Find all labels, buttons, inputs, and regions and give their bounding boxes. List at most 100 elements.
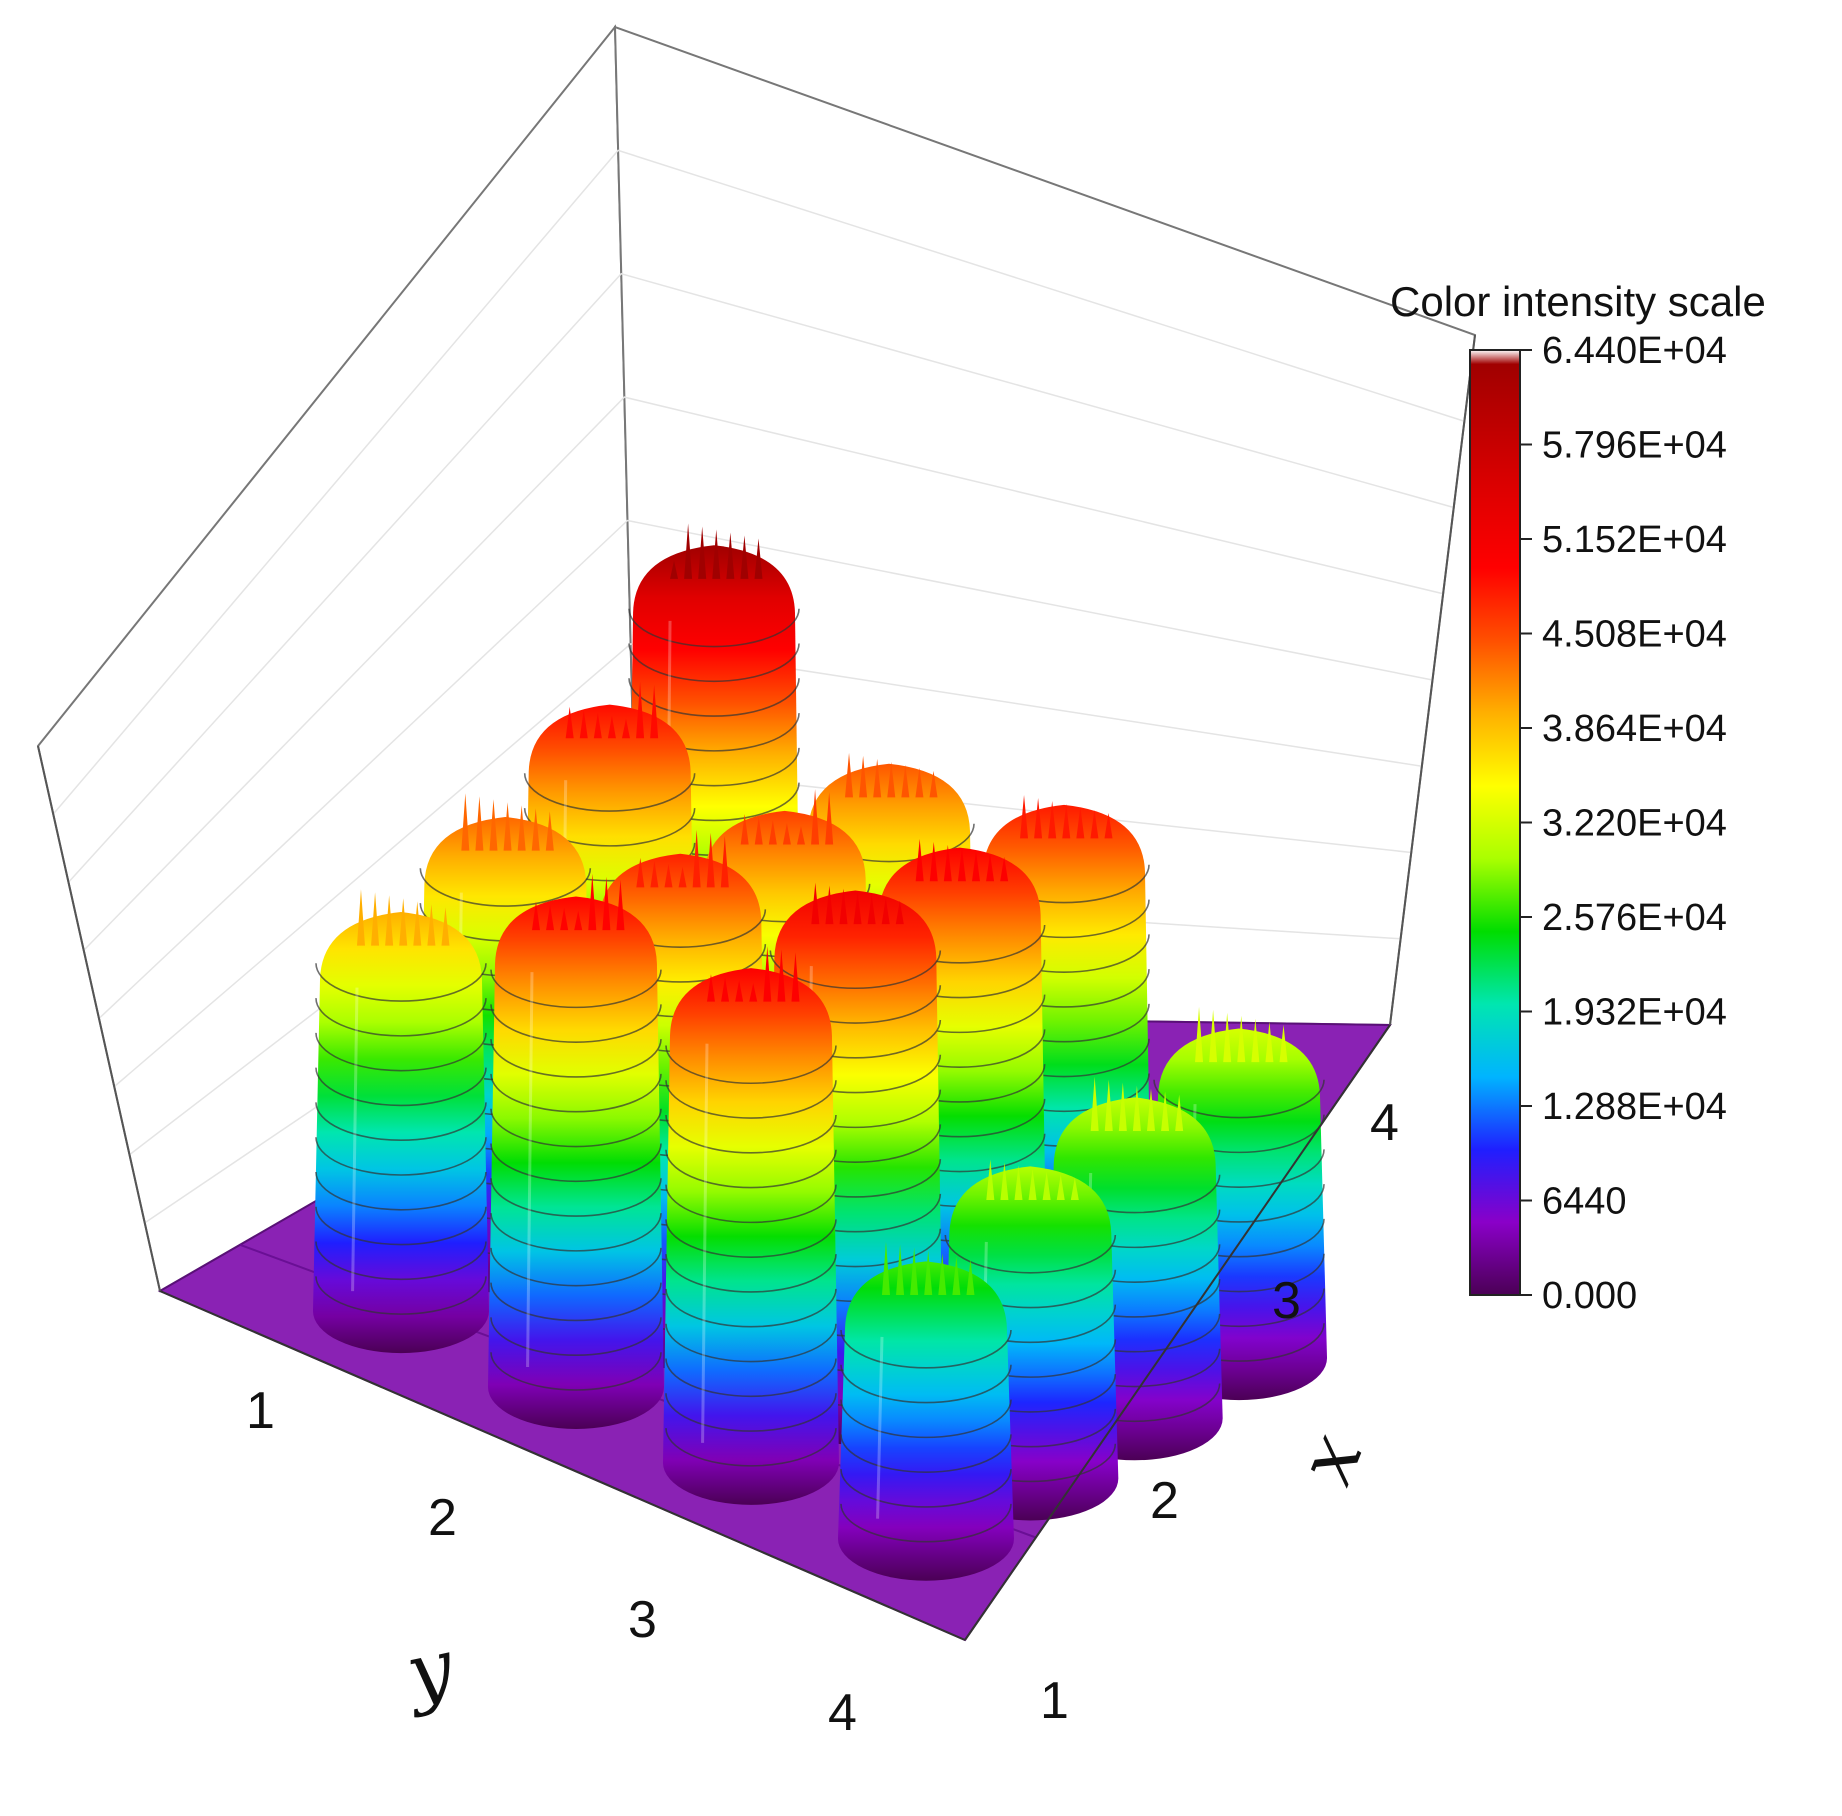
grid-line <box>83 396 1444 951</box>
y-tick-label: 2 <box>428 1489 457 1547</box>
contour-line <box>944 1235 1117 1274</box>
colorbar-title: Color intensity scale <box>1390 278 1766 325</box>
colorbar-tick-label: 1.288E+04 <box>1542 1086 1727 1128</box>
colorbar-tick-label: 1.932E+04 <box>1542 992 1727 1034</box>
grid-line <box>98 519 1433 1020</box>
colorbar-tick-label: 6.440E+04 <box>1542 330 1727 372</box>
colorbar-ticks: 0.000 6440 1.288E+04 1.932E+04 2.576E+04 3.22… <box>1520 330 1727 1317</box>
contour-line <box>315 963 487 1002</box>
contour-line <box>665 1288 837 1328</box>
contour-line <box>840 1469 1012 1508</box>
y-axis-label: y <box>396 1622 462 1720</box>
contour-line <box>315 1137 487 1176</box>
peak-spikes <box>881 1241 975 1295</box>
contour-line <box>628 643 800 683</box>
peaks-layer <box>312 523 1328 1581</box>
x-axis-label: x <box>1281 1422 1381 1497</box>
contour-line <box>490 1143 662 1183</box>
contour-line <box>490 1247 662 1287</box>
peak <box>837 1241 1014 1581</box>
box-front-edge-right <box>964 1024 1391 1641</box>
contour-line <box>665 1080 837 1119</box>
peak-spikes <box>1195 1006 1288 1063</box>
contour-line <box>315 1102 487 1141</box>
contour-line <box>490 1317 662 1356</box>
colorbar-tick-label: 5.152E+04 <box>1542 519 1727 561</box>
contour-line <box>490 969 662 1009</box>
peak-highlight <box>351 987 359 1292</box>
peak-spikes <box>1090 1076 1184 1132</box>
contour-line <box>419 868 592 907</box>
peak-spikes <box>915 838 1009 882</box>
y-tick-label: 3 <box>628 1591 657 1649</box>
contour-line <box>490 1213 662 1252</box>
peak-spikes <box>636 829 729 888</box>
contour-line <box>840 1399 1012 1439</box>
contour-line <box>490 1352 662 1391</box>
peak-spikes <box>740 789 834 845</box>
contour-line <box>490 1108 662 1148</box>
contour-line <box>665 1115 837 1154</box>
contour-line <box>628 608 800 648</box>
peak-spikes <box>811 882 904 925</box>
colorbar-tick-label: 3.220E+04 <box>1542 803 1727 845</box>
y-tick-label: 1 <box>246 1382 275 1440</box>
contour-line <box>490 1178 662 1217</box>
contour-line <box>665 1184 837 1224</box>
contour-line <box>665 1254 837 1293</box>
peak-highlight <box>876 1336 884 1519</box>
peak-spikes <box>986 1159 1079 1200</box>
contour-line <box>665 1323 837 1363</box>
colorbar-tick-label: 2.576E+04 <box>1542 897 1727 939</box>
contour-line <box>490 1073 662 1113</box>
contour-line <box>315 1067 487 1107</box>
contour-line <box>315 1241 487 1281</box>
x-tick-label: 3 <box>1272 1272 1301 1330</box>
peak-highlight <box>526 972 534 1367</box>
peak-body <box>312 911 489 1354</box>
contour-line <box>490 1282 662 1322</box>
contour-line <box>769 950 942 990</box>
peak <box>662 946 839 1505</box>
contour-line <box>490 1039 662 1078</box>
contour-line <box>840 1364 1012 1404</box>
grid-line <box>52 149 1465 815</box>
peak-spikes <box>845 752 938 798</box>
colorbar-tick-label: 4.508E+04 <box>1542 614 1727 656</box>
peak-highlight <box>701 1043 709 1443</box>
contour-line <box>315 1032 487 1072</box>
contour-line <box>628 678 800 717</box>
contour-line <box>665 1428 837 1467</box>
contour-line <box>315 1171 487 1211</box>
contour-line <box>665 1219 837 1258</box>
contour-line <box>665 1393 837 1432</box>
grid-line <box>67 272 1454 883</box>
colorbar: Color intensity scale 0.000 6440 1.288E+04… <box>1390 278 1766 1317</box>
contour-line <box>490 1004 662 1043</box>
contour-line <box>523 773 696 812</box>
contour-line <box>315 1206 487 1246</box>
contour-line <box>840 1434 1012 1473</box>
peak <box>312 889 489 1354</box>
peak-spikes <box>670 523 763 579</box>
contour-line <box>315 1276 487 1315</box>
contour-line <box>315 998 487 1037</box>
peak-body <box>662 968 839 1505</box>
x-tick-label: 2 <box>1150 1472 1179 1530</box>
contour-line <box>665 1358 837 1398</box>
peak-spikes <box>706 946 800 1002</box>
box-top-edge-right <box>1389 334 1476 1026</box>
x-tick-label: 1 <box>1040 1672 1069 1730</box>
peak-body <box>837 1261 1014 1581</box>
contour-line <box>840 1503 1012 1543</box>
colorbar-tick-label: 5.796E+04 <box>1542 425 1727 467</box>
contour-line <box>665 1045 837 1085</box>
peak-spikes <box>461 793 554 851</box>
peak-body <box>487 896 664 1429</box>
peak-spikes <box>1020 795 1113 839</box>
contour-line <box>1153 1079 1325 1119</box>
grid-line <box>113 643 1422 1088</box>
colorbar-tick-label: 6440 <box>1542 1181 1627 1223</box>
colorbar-gradient <box>1469 349 1521 1296</box>
box-front-edge-left <box>159 1290 966 1641</box>
